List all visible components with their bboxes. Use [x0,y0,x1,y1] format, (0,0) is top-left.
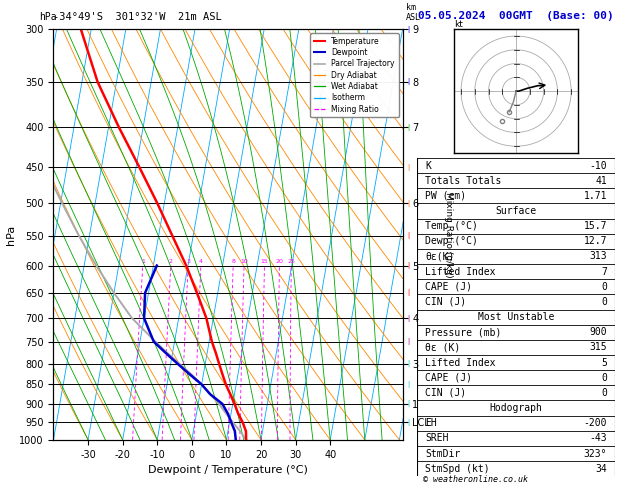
Text: CIN (J): CIN (J) [425,388,466,398]
Text: Dewp (°C): Dewp (°C) [425,236,478,246]
Text: K: K [425,160,431,171]
Text: |: | [406,360,411,367]
Text: SREH: SREH [425,434,448,443]
Text: |: | [406,262,411,269]
Text: 900: 900 [589,327,607,337]
X-axis label: Dewpoint / Temperature (°C): Dewpoint / Temperature (°C) [148,465,308,475]
Text: Lifted Index: Lifted Index [425,267,496,277]
Text: 15.7: 15.7 [584,221,607,231]
Text: StmDir: StmDir [425,449,460,459]
Text: 7: 7 [601,267,607,277]
Text: 0: 0 [601,282,607,292]
Text: -200: -200 [584,418,607,428]
Text: PW (cm): PW (cm) [425,191,466,201]
Text: 0: 0 [601,388,607,398]
Text: |: | [406,381,411,388]
Y-axis label: hPa: hPa [6,225,16,244]
Text: -34°49'S  301°32'W  21m ASL: -34°49'S 301°32'W 21m ASL [53,12,222,22]
Text: 315: 315 [589,343,607,352]
Text: Hodograph: Hodograph [489,403,543,413]
Text: 34: 34 [596,464,607,474]
Text: 1.71: 1.71 [584,191,607,201]
Text: 1: 1 [141,259,145,264]
Text: 5: 5 [601,358,607,367]
Text: θε (K): θε (K) [425,343,460,352]
Text: |: | [406,314,411,322]
Text: kt: kt [454,20,463,29]
Text: -43: -43 [589,434,607,443]
Text: hPa: hPa [39,12,57,22]
Text: 4: 4 [199,259,203,264]
Text: 323°: 323° [584,449,607,459]
Text: Pressure (mb): Pressure (mb) [425,327,501,337]
Text: |: | [406,289,411,296]
Text: 05.05.2024  00GMT  (Base: 00): 05.05.2024 00GMT (Base: 00) [418,11,614,21]
Text: Lifted Index: Lifted Index [425,358,496,367]
Text: -10: -10 [589,160,607,171]
Text: StmSpd (kt): StmSpd (kt) [425,464,489,474]
Text: Surface: Surface [496,206,537,216]
Text: |: | [406,232,411,240]
Text: EH: EH [425,418,437,428]
Text: 12.7: 12.7 [584,236,607,246]
Text: 20: 20 [276,259,283,264]
Text: 10: 10 [240,259,248,264]
Text: © weatheronline.co.uk: © weatheronline.co.uk [423,474,528,484]
Text: 25: 25 [287,259,295,264]
Text: θε(K): θε(K) [425,251,454,261]
Text: |: | [406,400,411,407]
Text: Totals Totals: Totals Totals [425,175,501,186]
Legend: Temperature, Dewpoint, Parcel Trajectory, Dry Adiabat, Wet Adiabat, Isotherm, Mi: Temperature, Dewpoint, Parcel Trajectory… [310,33,399,117]
Text: |: | [406,200,411,207]
Text: 0: 0 [601,373,607,383]
Text: 0: 0 [601,297,607,307]
Text: 2: 2 [169,259,173,264]
Text: |: | [406,26,411,33]
Text: CIN (J): CIN (J) [425,297,466,307]
Text: km
ASL: km ASL [406,3,421,22]
Text: |: | [406,124,411,131]
Text: |: | [406,78,411,85]
Text: |: | [406,338,411,345]
Text: Temp (°C): Temp (°C) [425,221,478,231]
Text: 3: 3 [186,259,190,264]
Text: CAPE (J): CAPE (J) [425,373,472,383]
Text: |: | [406,164,411,171]
Text: |: | [406,419,411,426]
Text: 8: 8 [231,259,235,264]
Text: 313: 313 [589,251,607,261]
Y-axis label: Mixing Ratio (g/kg): Mixing Ratio (g/kg) [444,191,453,278]
Text: 15: 15 [260,259,269,264]
Text: Most Unstable: Most Unstable [478,312,554,322]
Text: CAPE (J): CAPE (J) [425,282,472,292]
Text: 41: 41 [596,175,607,186]
